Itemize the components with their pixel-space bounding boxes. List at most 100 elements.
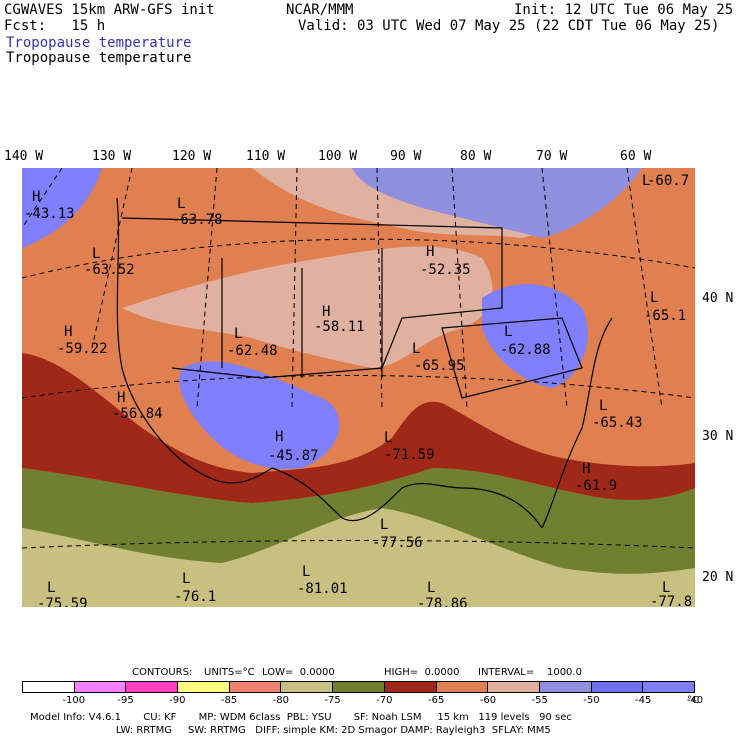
pressure-center-letter: H (322, 304, 330, 320)
contours-high: HIGH= 0.0000 (384, 667, 460, 678)
band-tropical-khaki (22, 508, 695, 607)
color-scale-unit: °C (687, 695, 699, 706)
pressure-center-value: -62.48 (227, 343, 278, 359)
pressure-center-value: -60.7 (647, 173, 689, 189)
color-scale-swatch (178, 682, 230, 692)
pressure-center-value: -45.87 (268, 448, 319, 464)
color-scale-tick-label: -100 (62, 695, 86, 706)
band-blue-southwest (179, 361, 340, 469)
pressure-center-value: -77.8 (650, 594, 692, 607)
lon-label: 130 W (92, 149, 132, 164)
pressure-center-letter: H (32, 189, 40, 205)
color-scale-swatch (591, 682, 644, 692)
pressure-center-letter: H (64, 324, 72, 340)
pressure-center-value: -58.11 (314, 319, 365, 335)
pressure-center-letter: H (117, 390, 125, 406)
lon-label: 90 W (390, 149, 422, 164)
color-scale-tick-label: -90 (169, 695, 186, 706)
pressure-center-value: -63.52 (84, 262, 135, 278)
pressure-center-letter: H (275, 429, 283, 445)
pressure-center-value: -77.56 (372, 535, 423, 551)
init-time: Init: 12 UTC Tue 06 May 25 (514, 2, 734, 18)
color-scale-swatch (539, 682, 592, 692)
color-scale-swatch (436, 682, 489, 692)
pressure-center-value: -65.95 (414, 358, 465, 374)
contours-units: UNITS=°C (204, 667, 255, 678)
color-scale-swatch (384, 682, 437, 692)
lon-label: 110 W (246, 149, 286, 164)
coastlines (116, 197, 613, 529)
pressure-center-letter: L (380, 517, 388, 533)
pressure-center-letter: L (302, 564, 310, 580)
pressure-center-value: -75.59 (37, 596, 88, 607)
pressure-center-letter: L (384, 430, 392, 446)
pressure-center-value: -59.22 (57, 341, 108, 357)
color-scale-tick-label: -50 (583, 695, 600, 706)
pressure-center-value: -78.86 (417, 596, 468, 607)
color-scale-swatch (229, 682, 282, 692)
color-scale-tick-label: -60 (479, 695, 497, 706)
pressure-center-letter: L (234, 326, 242, 342)
band-blue-north (352, 168, 642, 238)
color-scale-tick-label: -80 (272, 695, 290, 706)
pressure-center-letter: L (92, 246, 100, 262)
color-scale-tick-label: -75 (324, 695, 341, 706)
pressure-center-value: -62.88 (500, 342, 551, 358)
model-title: CGWAVES 15km ARW-GFS init (4, 2, 215, 18)
color-scale-tick-label: -55 (531, 695, 548, 706)
org-label: NCAR/MMM (286, 2, 354, 18)
pressure-center-value: -76.1 (174, 589, 216, 605)
field-title-primary: Tropopause temperature (6, 35, 192, 51)
color-scale-tick-label: -40 (686, 695, 704, 706)
color-scale-swatch (23, 682, 75, 692)
pressure-center-letter: L (47, 580, 55, 596)
pressure-center-letter: H (426, 244, 434, 260)
color-scale-swatch (488, 682, 540, 692)
contours-label: CONTOURS: (132, 667, 193, 678)
model-info-line2: LW: RRTMG SW: RRTMG DIFF: simple KM: 2D … (30, 725, 551, 736)
color-scale-swatch (643, 682, 694, 692)
lat-label: 30 N (702, 429, 734, 444)
lat-label: 20 N (702, 570, 734, 585)
color-scale-swatch (333, 682, 385, 692)
band-dark-red (22, 353, 695, 503)
pressure-center-value: -71.59 (384, 447, 435, 463)
model-info-line1: Model Info: V4.6.1 CU: KF MP: WDM 6class… (30, 712, 572, 723)
lat-label: 40 N (702, 291, 734, 306)
band-blue-northwest (22, 168, 102, 248)
forecast-hour: Fcst: 15 h (4, 18, 106, 34)
lon-label: 60 W (620, 149, 652, 164)
color-scale-tick-label: -85 (220, 695, 238, 706)
pressure-center-letter: L (650, 290, 658, 306)
color-scale-bar (22, 681, 695, 693)
color-scale-tick-label: -65 (427, 695, 445, 706)
color-scale-tick-label: -95 (117, 695, 134, 706)
tropopause-temperature-map: H -43.13 L -63.78 L -63.52 H -52.35 L -6… (22, 168, 695, 607)
pressure-center-letter: L (412, 341, 420, 357)
lon-label: 80 W (460, 149, 492, 164)
pressure-center-letter: L (177, 196, 185, 212)
color-scale-tick-label: -45 (635, 695, 652, 706)
pressure-center-value: -52.35 (420, 262, 471, 278)
pressure-center-value: -61.9 (575, 478, 617, 494)
pressure-center-letter: L (662, 580, 670, 596)
pressure-center-value: -81.01 (297, 581, 348, 597)
graticule (22, 168, 695, 549)
color-scale-swatch (74, 682, 127, 692)
color-scale-tick-label: -70 (376, 695, 393, 706)
pressure-center-letter: L (504, 324, 512, 340)
contours-low: LOW= 0.0000 (262, 667, 335, 678)
valid-time: Valid: 03 UTC Wed 07 May 25 (22 CDT Tue … (298, 18, 720, 34)
pressure-center-value: -65.1 (644, 308, 686, 324)
field-title-secondary: Tropopause temperature (6, 50, 192, 66)
lon-label: 120 W (172, 149, 212, 164)
lon-label: 140 W (4, 149, 44, 164)
pressure-center-value: -56.84 (112, 406, 163, 422)
pressure-center-letter: L (599, 398, 607, 414)
lon-label: 70 W (536, 149, 568, 164)
pressure-center-value: -65.43 (592, 415, 643, 431)
pressure-center-value: -63.78 (172, 212, 223, 228)
pressure-center-letter: L (642, 173, 650, 189)
pressure-center-letter: H (582, 461, 590, 477)
band-light-pink (122, 246, 493, 368)
